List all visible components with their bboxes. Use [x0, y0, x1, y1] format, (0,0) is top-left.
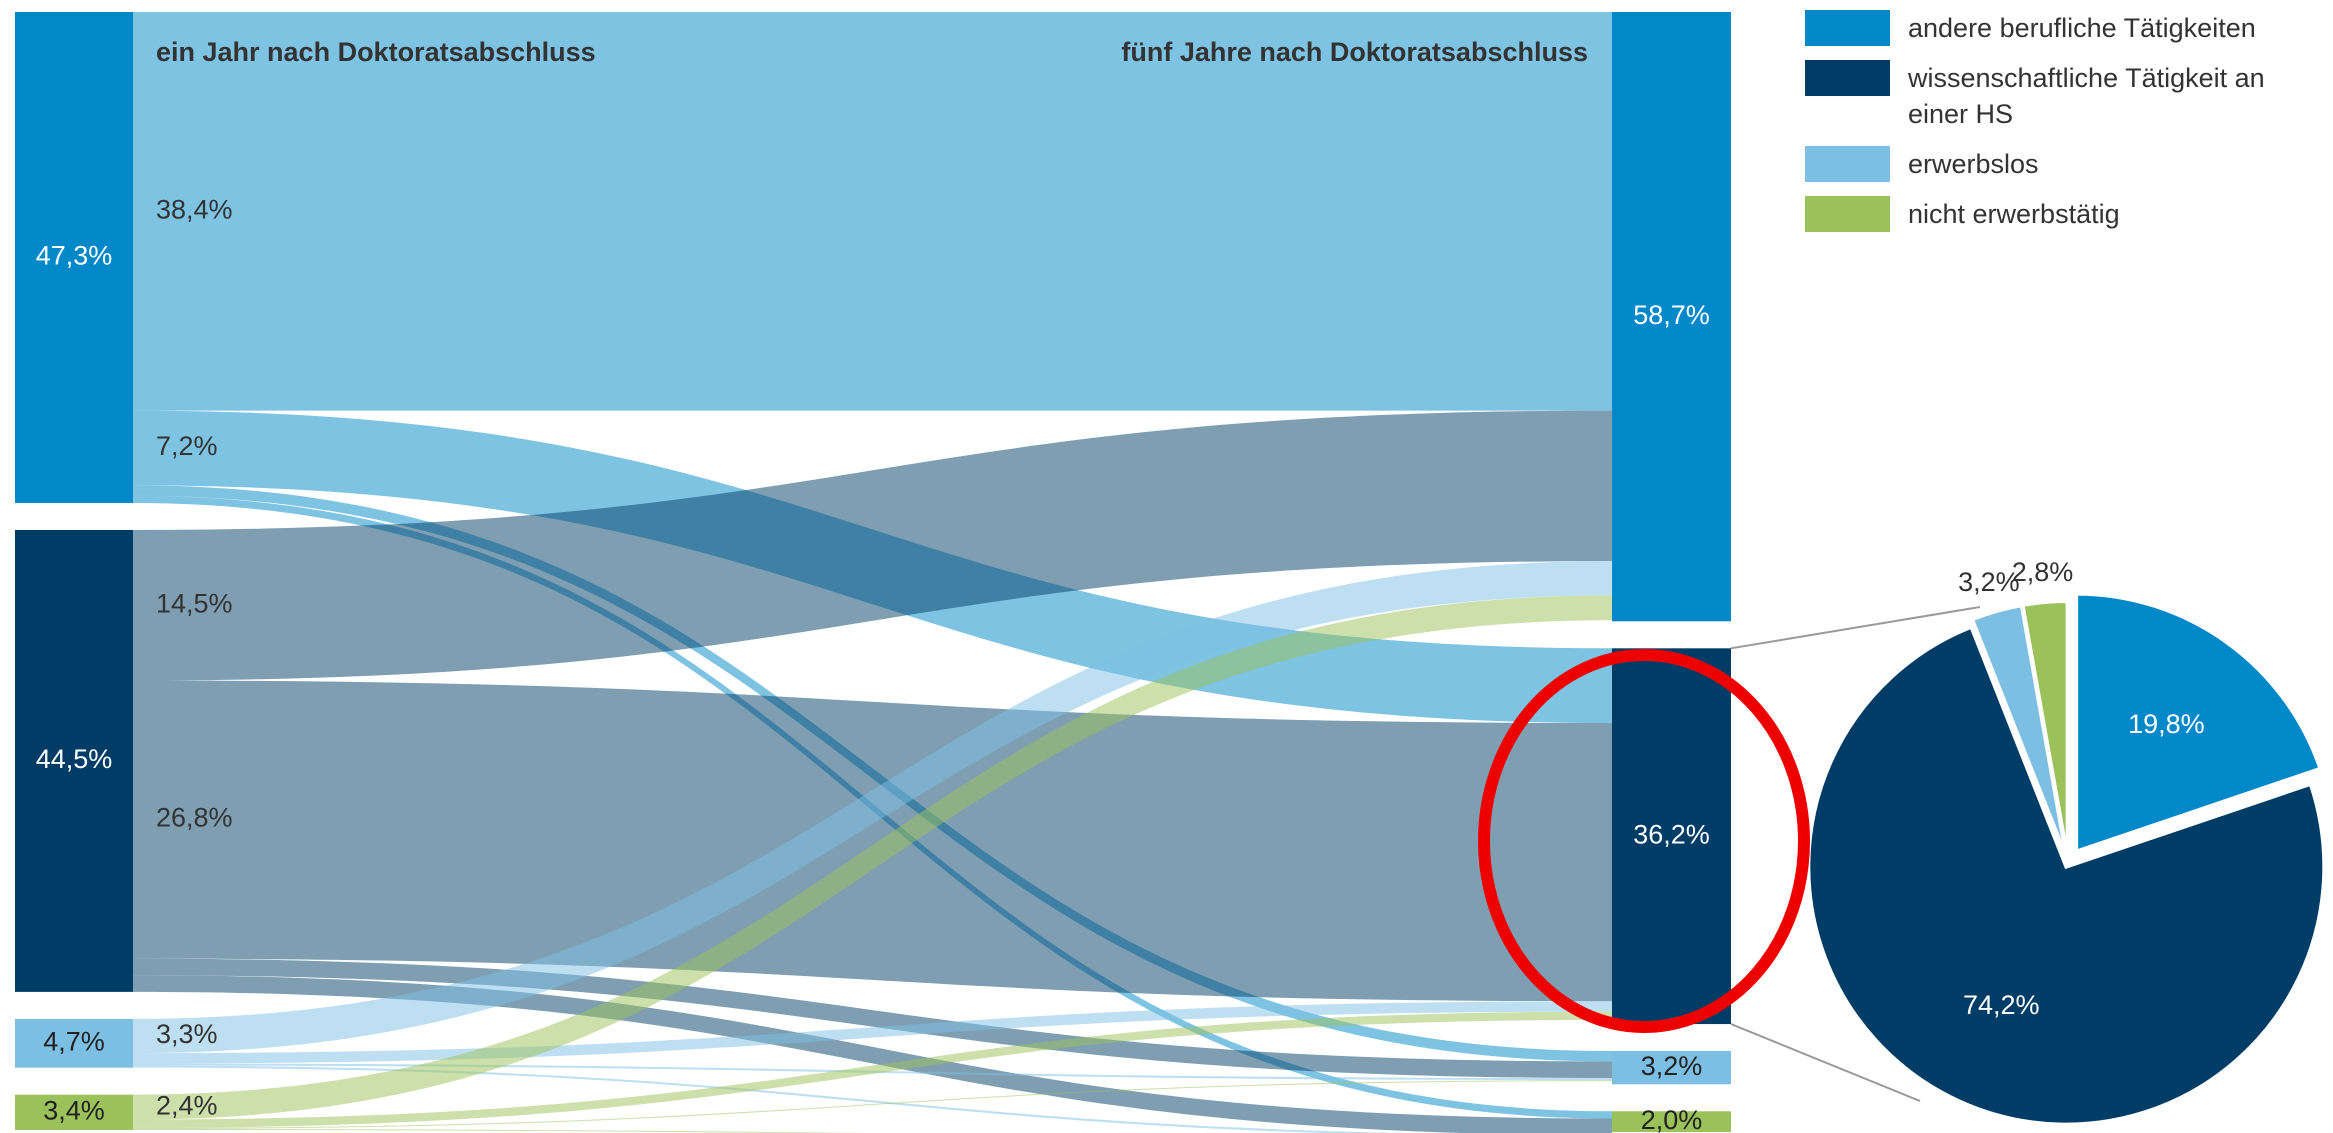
flow-label: 38,4% — [156, 194, 233, 224]
node — [1612, 1051, 1731, 1085]
left-title: ein Jahr nach Doktoratsabschluss — [156, 37, 596, 67]
node — [15, 1094, 133, 1130]
pie-label: 74,2% — [1963, 990, 2040, 1020]
flow — [133, 1011, 1612, 1128]
flow-label: 7,2% — [156, 431, 218, 461]
connector — [1730, 606, 1981, 650]
flow-label: 14,5% — [156, 588, 233, 618]
flow — [133, 1128, 866, 1133]
legend-swatch — [1805, 196, 1890, 232]
node-label: 4,7% — [43, 1026, 105, 1056]
flow — [133, 680, 1612, 1002]
node-label: 3,2% — [1641, 1051, 1703, 1081]
flow — [133, 1080, 1612, 1129]
legend-item: wissenschaftliche Tätigkeit an einer HS — [1805, 60, 2325, 132]
pie-slice — [1806, 624, 2327, 1127]
pie-label: 3,2% — [1958, 567, 2020, 597]
node — [15, 529, 133, 992]
flow — [133, 975, 1612, 1133]
node-label: 36,2% — [1633, 819, 1710, 849]
legend-label: nicht erwerbstätig — [1908, 199, 2120, 229]
flow — [133, 12, 1612, 411]
flow-label: 3,3% — [156, 1019, 218, 1049]
legend-label: wissenschaftliche Tätigkeit an einer HS — [1908, 63, 2265, 129]
flow — [133, 958, 1612, 1079]
flow — [133, 561, 1612, 1054]
flow-label: 26,8% — [156, 803, 233, 833]
node — [1612, 12, 1731, 622]
node — [1612, 1111, 1731, 1133]
pie-label: 2,8% — [2012, 557, 2074, 587]
flow-label: 2,4% — [156, 1090, 218, 1120]
legend-swatch — [1805, 146, 1890, 182]
node — [1612, 648, 1731, 1025]
legend: andere berufliche Tätigkeiten wissenschaf… — [1805, 10, 2325, 246]
pie-slice — [2020, 599, 2070, 860]
connector — [1730, 1023, 1921, 1102]
legend-swatch — [1805, 10, 1890, 46]
legend-swatch — [1805, 60, 1890, 96]
highlight-circle — [1478, 649, 1810, 1033]
legend-label: andere berufliche Tätigkeiten — [1908, 13, 2256, 43]
right-title: fünf Jahre nach Doktoratsabschluss — [1121, 37, 1588, 67]
flow — [133, 595, 1612, 1120]
pie-slice — [2074, 591, 2324, 855]
node-label: 47,3% — [36, 241, 113, 271]
legend-item: erwerbslos — [1805, 146, 2325, 182]
flow — [133, 410, 1612, 681]
node-label: 44,5% — [36, 744, 113, 774]
node-label: 3,4% — [43, 1095, 105, 1125]
node-label: 58,7% — [1633, 300, 1710, 330]
legend-label: erwerbslos — [1908, 149, 2039, 179]
node-label: 2,0% — [1641, 1105, 1703, 1133]
node — [15, 1018, 133, 1068]
legend-item: andere berufliche Tätigkeiten — [1805, 10, 2325, 46]
pie-label: 19,8% — [2128, 709, 2205, 739]
node — [15, 12, 133, 503]
legend-item: nicht erwerbstätig — [1805, 196, 2325, 232]
